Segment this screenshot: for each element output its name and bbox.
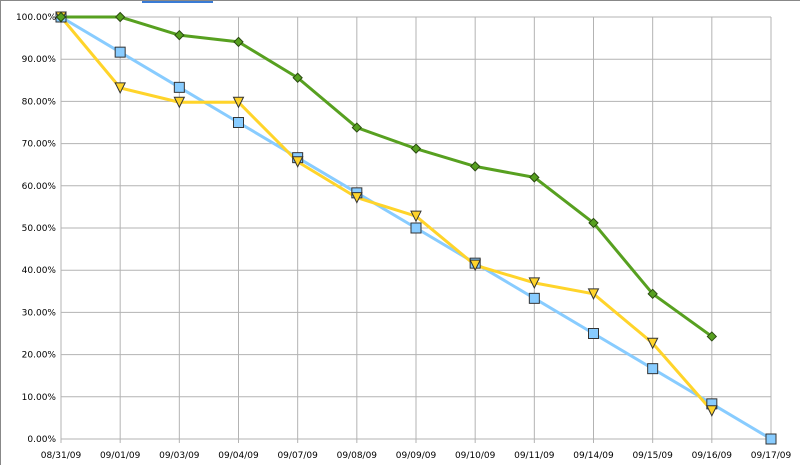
x-tick-label: 09/14/09: [573, 451, 614, 461]
data-point-diamond: [588, 217, 599, 229]
x-tick-label: 09/04/09: [218, 451, 259, 461]
data-point-square: [410, 222, 422, 234]
data-point-diamond: [529, 172, 540, 183]
y-tick-label: 50.00%: [22, 224, 57, 234]
data-point-diamond: [469, 161, 481, 172]
x-tick-label: 08/31/09: [41, 451, 82, 461]
y-tick-label: 30.00%: [22, 308, 57, 318]
data-point-diamond: [647, 288, 658, 300]
data-point-diamond: [292, 72, 303, 83]
selection-indicator: [142, 1, 213, 3]
data-point-diamond: [174, 29, 185, 41]
data-point-square: [114, 46, 126, 58]
data-point-square: [647, 363, 659, 375]
data-point-triangle: [410, 210, 422, 223]
data-point-square: [233, 117, 244, 128]
data-point-square: [765, 433, 777, 445]
data-point-triangle: [114, 82, 126, 95]
x-tick-label: 09/10/09: [455, 451, 496, 461]
y-tick-label: 0.00%: [27, 435, 56, 445]
series-line-1: [59, 16, 713, 412]
y-tick-label: 20.00%: [22, 351, 57, 361]
data-point-diamond: [233, 36, 244, 48]
data-point-square: [173, 81, 185, 93]
data-point-diamond: [410, 143, 422, 154]
y-tick-label: 60.00%: [22, 182, 57, 192]
y-tick-label: 80.00%: [22, 97, 57, 107]
data-point-square: [528, 292, 540, 304]
data-point-triangle: [587, 288, 600, 300]
data-point-triangle: [232, 96, 245, 109]
data-point-diamond: [114, 11, 126, 23]
data-point-square: [588, 328, 599, 339]
x-tick-label: 09/08/09: [337, 451, 378, 461]
y-tick-label: 100.00%: [16, 13, 56, 23]
data-point-triangle: [291, 156, 304, 168]
data-point-triangle: [706, 405, 718, 417]
data-point-diamond: [706, 331, 718, 342]
x-tick-label: 09/16/09: [692, 451, 733, 461]
y-tick-label: 10.00%: [22, 393, 57, 403]
y-tick-label: 90.00%: [22, 55, 57, 65]
data-point-diamond: [351, 122, 363, 133]
series-line-2: [61, 15, 713, 338]
x-tick-label: 09/11/09: [514, 451, 555, 461]
x-tick-label: 09/07/09: [277, 451, 318, 461]
y-tick-label: 70.00%: [22, 140, 57, 150]
x-tick-label: 09/01/09: [100, 451, 141, 461]
x-tick-label: 09/03/09: [159, 451, 200, 461]
data-point-triangle: [528, 277, 541, 289]
data-point-diamond: [55, 11, 67, 23]
y-tick-label: 40.00%: [22, 266, 57, 276]
x-tick-label: 09/17/09: [751, 451, 792, 461]
data-point-triangle: [351, 192, 363, 204]
data-point-triangle: [173, 96, 186, 109]
data-point-triangle: [469, 259, 481, 272]
data-point-triangle: [646, 337, 659, 350]
x-tick-label: 09/15/09: [632, 451, 673, 461]
x-tick-label: 09/09/09: [396, 451, 437, 461]
